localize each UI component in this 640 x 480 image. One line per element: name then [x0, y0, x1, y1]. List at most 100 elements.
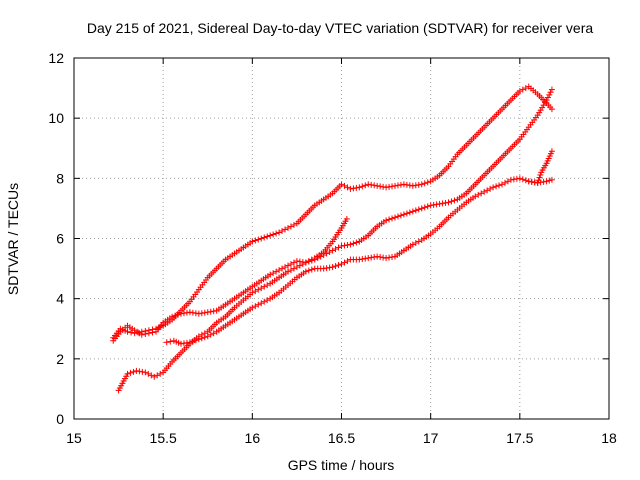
- data-point: [189, 338, 196, 345]
- data-point: [383, 184, 390, 191]
- data-point: [249, 238, 256, 245]
- data-point: [210, 308, 217, 315]
- data-point: [394, 182, 401, 189]
- data-point: [539, 104, 546, 111]
- data-point: [261, 298, 268, 305]
- data-point: [175, 311, 182, 318]
- data-point: [353, 184, 360, 191]
- x-tick-label: 16: [245, 430, 261, 446]
- data-point: [400, 181, 407, 188]
- data-point: [255, 301, 262, 308]
- data-point: [186, 339, 193, 346]
- data-point: [519, 176, 526, 183]
- data-point: [287, 267, 294, 274]
- data-point: [326, 264, 333, 271]
- data-point: [178, 310, 184, 317]
- data-point: [344, 258, 351, 265]
- data-point: [124, 328, 131, 335]
- data-point: [362, 255, 369, 262]
- data-point: [386, 183, 393, 190]
- data-point: [380, 254, 387, 261]
- data-point: [320, 265, 327, 272]
- data-point: [142, 369, 149, 376]
- data-point: [124, 370, 131, 377]
- data-point: [157, 370, 164, 377]
- data-point: [540, 102, 547, 109]
- data-point: [332, 263, 339, 270]
- data-point: [151, 373, 158, 380]
- data-point: [252, 237, 259, 244]
- data-point: [430, 201, 437, 208]
- data-point: [192, 310, 199, 317]
- data-point: [329, 264, 336, 271]
- data-point: [406, 182, 413, 189]
- data-point: [415, 238, 422, 245]
- data-point: [389, 183, 396, 190]
- data-point: [374, 182, 381, 189]
- data-point: [531, 179, 538, 186]
- data-point: [415, 181, 422, 188]
- data-point: [383, 255, 390, 262]
- data-point: [481, 188, 488, 195]
- data-point: [285, 262, 291, 269]
- data-point: [195, 336, 202, 343]
- data-point: [276, 267, 283, 274]
- data-point: [394, 213, 401, 220]
- data-point: [130, 368, 137, 375]
- data-point: [484, 187, 491, 194]
- data-point: [451, 197, 458, 204]
- y-tick-labels: 0 2 4 6 8 10 12: [48, 50, 64, 427]
- data-point: [487, 185, 494, 192]
- data-point: [424, 179, 431, 186]
- data-point: [338, 261, 345, 268]
- data-point: [397, 212, 404, 219]
- data-point: [201, 334, 208, 341]
- y-tick-label: 4: [56, 291, 64, 307]
- data-point: [350, 240, 357, 247]
- axis-ticks: [73, 57, 610, 420]
- x-tick-label: 17: [423, 430, 439, 446]
- data-point: [371, 254, 378, 261]
- data-point: [323, 265, 330, 272]
- y-tick-label: 6: [56, 231, 64, 247]
- data-point: [290, 265, 297, 272]
- data-point: [359, 183, 366, 190]
- data-point: [133, 367, 140, 374]
- data-point: [189, 309, 196, 316]
- data-point: [418, 205, 425, 212]
- data-point: [154, 372, 161, 379]
- data-point: [135, 329, 142, 336]
- data-point: [287, 223, 294, 230]
- data-point: [362, 182, 369, 189]
- data-point: [305, 258, 312, 265]
- data-point: [371, 182, 378, 189]
- data-point: [350, 185, 357, 192]
- data-point: [204, 333, 211, 340]
- y-tick-label: 8: [56, 170, 64, 186]
- data-point: [255, 236, 262, 243]
- data-point: [186, 309, 193, 316]
- data-point: [293, 264, 300, 271]
- data-point: [415, 206, 422, 213]
- data-point: [338, 243, 345, 250]
- data-point: [198, 310, 205, 317]
- data-point: [525, 178, 532, 185]
- data-point: [167, 338, 174, 345]
- data-point: [252, 288, 259, 295]
- data-point: [290, 259, 297, 266]
- data-point: [344, 242, 351, 249]
- x-tick-labels: 15 15.5 16 16.5 17 17.5 18: [66, 430, 617, 446]
- data-point: [421, 204, 428, 211]
- data-point: [439, 200, 446, 207]
- data-point: [548, 148, 555, 155]
- data-point: [172, 312, 179, 319]
- data-point: [386, 216, 393, 223]
- data-point: [192, 337, 199, 344]
- data-point: [400, 211, 407, 218]
- data-point: [365, 255, 372, 262]
- data-point: [537, 171, 544, 178]
- data-point: [368, 181, 375, 188]
- x-axis-label: GPS time / hours: [288, 457, 395, 473]
- data-point: [273, 268, 280, 275]
- x-tick-label: 17.5: [506, 430, 533, 446]
